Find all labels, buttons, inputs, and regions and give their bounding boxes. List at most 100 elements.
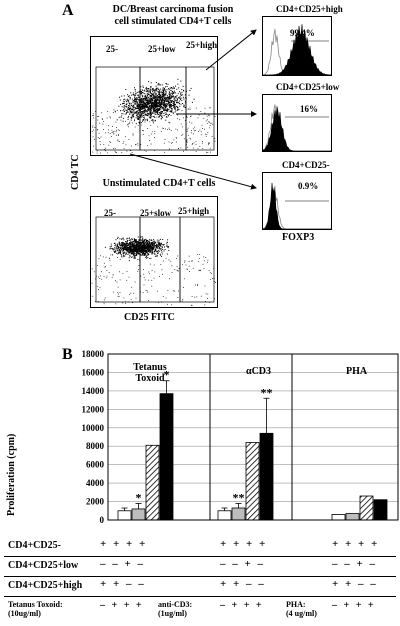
row-high-pha: + + – – bbox=[332, 578, 378, 590]
flow-dot bbox=[147, 244, 149, 245]
flow-dot bbox=[152, 116, 154, 117]
flow-dot bbox=[147, 90, 149, 92]
flow-dot bbox=[95, 278, 96, 280]
row-low-cd3: – – + – bbox=[220, 558, 266, 570]
flow-dot bbox=[158, 97, 159, 99]
flow-dot bbox=[133, 244, 135, 246]
flow-dot bbox=[148, 279, 150, 281]
flow-dot bbox=[142, 252, 143, 254]
flow-dot bbox=[144, 243, 146, 245]
flow-dot bbox=[180, 92, 182, 94]
flow-dot bbox=[143, 284, 145, 286]
flow-dot bbox=[207, 132, 209, 133]
flow-dot bbox=[168, 102, 169, 104]
flow-dot bbox=[200, 269, 201, 271]
flow-dot bbox=[127, 99, 129, 101]
flow-dot bbox=[147, 96, 149, 98]
flow-dot bbox=[181, 100, 183, 102]
flow-dot bbox=[163, 104, 165, 106]
flow-dot bbox=[146, 90, 148, 92]
flow-dot bbox=[111, 129, 113, 131]
flow-dot bbox=[167, 114, 169, 116]
flow-dot bbox=[149, 103, 151, 105]
flow-dot bbox=[163, 100, 165, 102]
flow-dot bbox=[138, 242, 140, 244]
flow-dot bbox=[135, 297, 137, 299]
flow-dot bbox=[144, 106, 146, 108]
flow-dot bbox=[109, 141, 111, 143]
flow-dot bbox=[128, 276, 130, 278]
flow-dot bbox=[133, 254, 135, 256]
flow-dot bbox=[127, 117, 129, 119]
flow-dot bbox=[136, 114, 138, 116]
flow-dot bbox=[142, 111, 144, 113]
flow-dot bbox=[127, 243, 129, 244]
flow-dot bbox=[142, 249, 144, 251]
y-tick-label: 18000 bbox=[82, 349, 105, 359]
flow-dot bbox=[144, 239, 145, 241]
flow-dot bbox=[152, 90, 154, 92]
flow-dot bbox=[160, 100, 162, 102]
flow-dot bbox=[177, 83, 179, 85]
flow-dot bbox=[130, 292, 132, 294]
flow-dot bbox=[143, 273, 145, 275]
flow-dot bbox=[123, 111, 125, 112]
flow-dot bbox=[152, 104, 154, 106]
flow-dot bbox=[190, 138, 192, 140]
gate-high-bot-label: 25+high bbox=[178, 206, 210, 216]
flow-dot bbox=[126, 112, 127, 113]
flow-dot bbox=[151, 111, 153, 113]
flow-dot bbox=[121, 110, 123, 111]
flow-dot bbox=[165, 97, 167, 99]
flow-dot bbox=[166, 104, 168, 106]
flow-dot bbox=[135, 239, 137, 241]
flow-dot bbox=[150, 133, 152, 135]
flow-dot bbox=[114, 245, 116, 247]
flow-dot bbox=[109, 246, 111, 248]
flow-dot bbox=[175, 128, 177, 130]
flow-dot bbox=[125, 244, 127, 246]
flow-dot bbox=[197, 253, 199, 255]
flow-dot bbox=[166, 113, 168, 115]
flow-dot bbox=[157, 99, 159, 101]
flow-dot bbox=[154, 111, 156, 113]
flow-dot bbox=[143, 104, 145, 106]
flow-dot bbox=[131, 248, 133, 250]
flow-dot bbox=[144, 109, 146, 111]
flow-dot bbox=[119, 251, 121, 253]
flow-dot bbox=[109, 248, 111, 250]
flow-dot bbox=[141, 111, 143, 113]
flow-dot bbox=[147, 249, 149, 251]
flow-dot bbox=[130, 97, 131, 99]
flow-dot bbox=[134, 238, 135, 240]
flow-dot bbox=[153, 239, 155, 241]
flow-dot bbox=[178, 290, 179, 292]
flow-dot bbox=[114, 242, 116, 244]
flow-dot bbox=[142, 130, 143, 131]
flow-dot bbox=[182, 94, 184, 96]
flow-dot bbox=[129, 103, 131, 105]
flow-dot bbox=[118, 130, 120, 131]
flow-dot bbox=[189, 271, 190, 272]
flow-dot bbox=[154, 101, 156, 103]
gate-high-top-label: 25+high bbox=[186, 40, 218, 50]
flow-dot bbox=[152, 241, 154, 243]
flow-dot bbox=[128, 245, 130, 247]
row-label-neg: CD4+CD25- bbox=[8, 540, 61, 551]
flow-dot bbox=[153, 95, 155, 97]
flow-dot bbox=[181, 91, 183, 93]
flow-dot bbox=[164, 104, 166, 106]
flow-dot bbox=[142, 117, 144, 119]
flow-dot bbox=[177, 78, 179, 80]
flow-dot bbox=[183, 150, 184, 152]
flow-dot bbox=[156, 244, 158, 246]
flow-dot bbox=[118, 296, 120, 297]
flow-dot bbox=[163, 115, 165, 116]
flow-dot bbox=[134, 89, 136, 90]
flow-dot bbox=[164, 105, 166, 107]
flow-dot bbox=[131, 249, 133, 251]
flow-dot bbox=[187, 268, 188, 270]
flow-dot bbox=[133, 248, 135, 250]
flow-dot bbox=[112, 126, 113, 127]
flow-dot bbox=[118, 252, 120, 254]
